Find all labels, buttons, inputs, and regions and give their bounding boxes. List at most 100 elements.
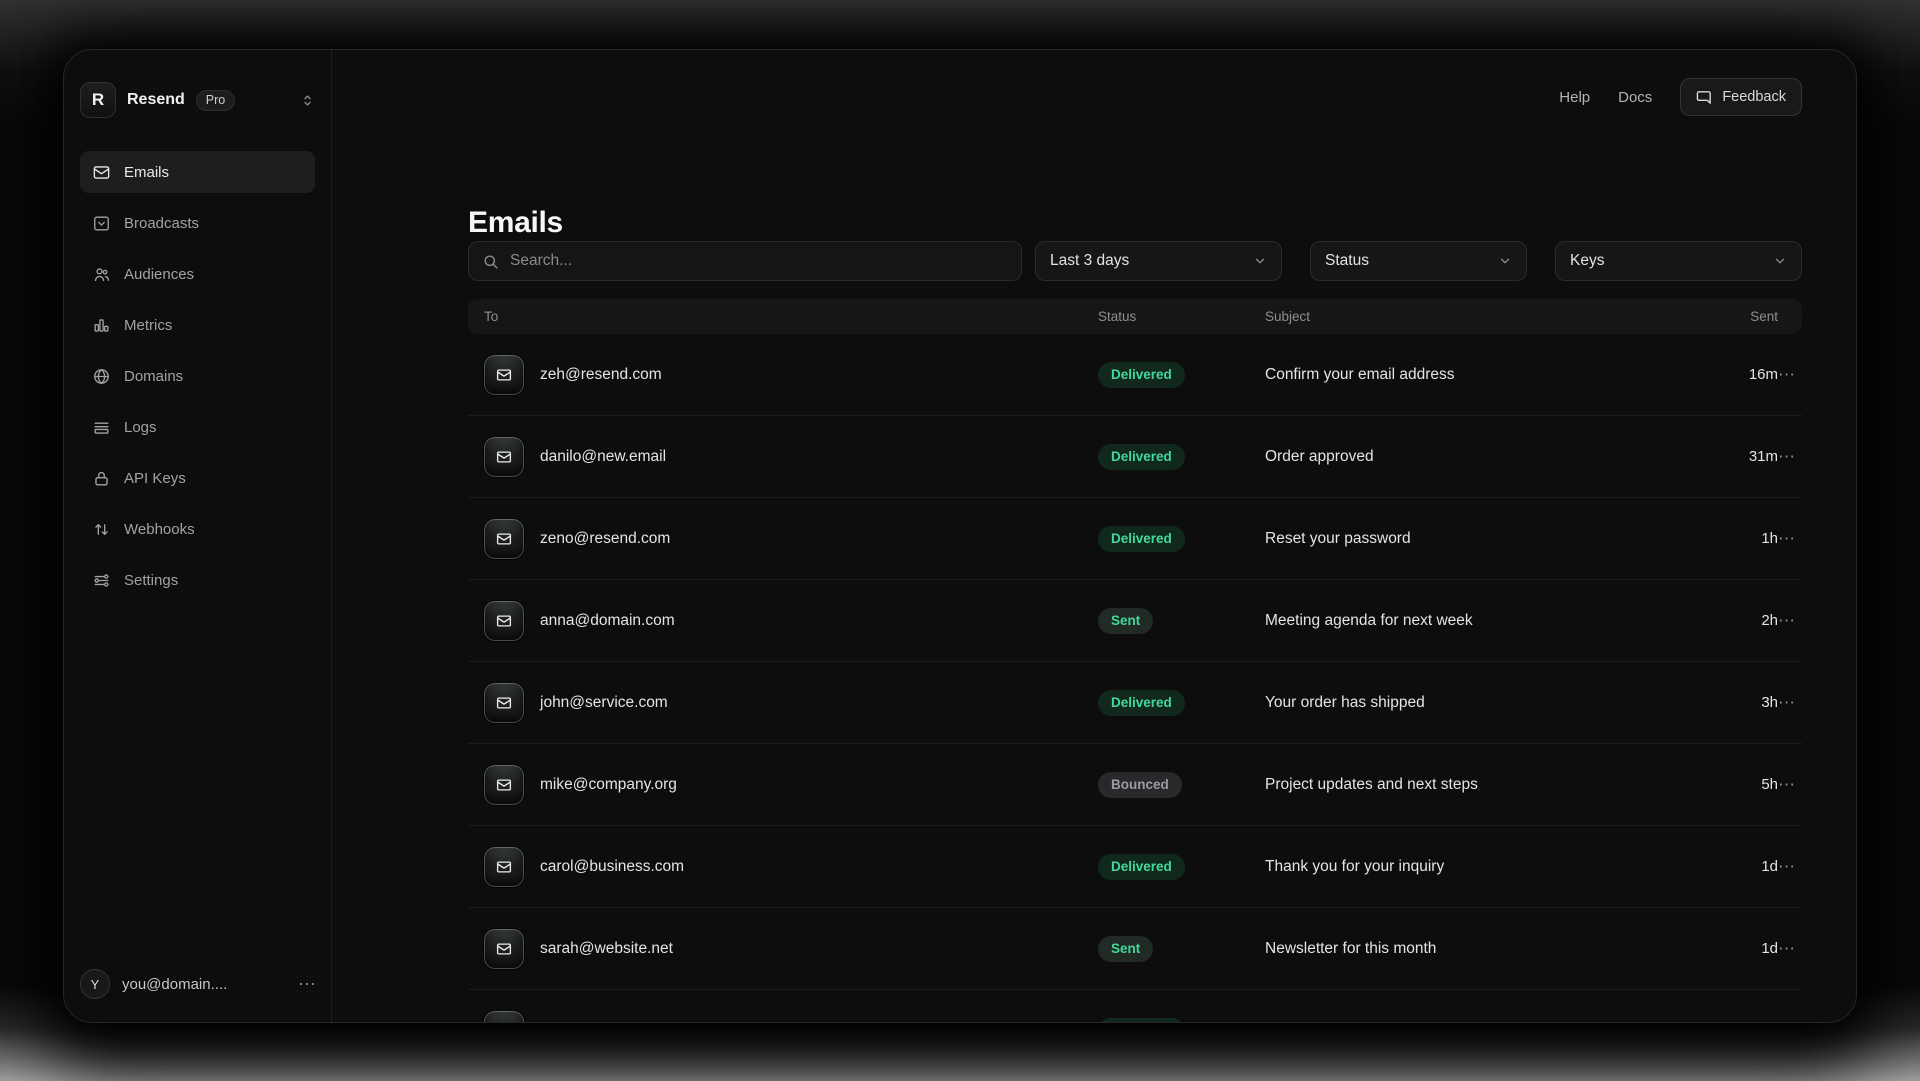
keys-filter[interactable]: Keys xyxy=(1555,241,1802,281)
search-box xyxy=(468,241,1022,281)
table-row[interactable]: zeh@resend.com Delivered Confirm your emai… xyxy=(468,334,1802,416)
chevrons-up-down-icon[interactable] xyxy=(300,93,315,108)
sidebar-item-audiences[interactable]: Audiences xyxy=(80,253,315,295)
status-filter[interactable]: Status xyxy=(1310,241,1527,281)
row-menu-ellipsis-icon[interactable]: ⋯ xyxy=(1778,610,1797,630)
row-menu-ellipsis-icon[interactable]: ⋯ xyxy=(1778,364,1797,384)
table-row[interactable]: sarah@website.net Sent Newsletter for this… xyxy=(468,908,1802,990)
date-range-filter[interactable]: Last 3 days xyxy=(1035,241,1282,281)
chevron-down-icon xyxy=(1498,254,1512,268)
status-badge: Delivered xyxy=(1098,689,1185,716)
status-badge: Delivered xyxy=(1098,853,1185,880)
table-header: To Status Subject Sent xyxy=(468,299,1802,334)
recipient-email: zeno@resend.com xyxy=(540,529,671,547)
row-menu-ellipsis-icon[interactable]: ⋯ xyxy=(1778,774,1797,794)
main-panel: Help Docs Feedback Emails Last 3 days St… xyxy=(333,50,1856,1022)
email-subject: Newsletter for this month xyxy=(1265,939,1437,957)
row-menu-ellipsis-icon[interactable]: ⋯ xyxy=(1778,528,1797,548)
envelope-icon xyxy=(484,354,524,395)
sidebar-item-logs[interactable]: Logs xyxy=(80,406,315,448)
sidebar-item-metrics[interactable]: Metrics xyxy=(80,304,315,346)
user-email: you@domain.... xyxy=(122,975,228,993)
sidebar-item-broadcasts[interactable]: Broadcasts xyxy=(80,202,315,244)
recipient-email: anna@domain.com xyxy=(540,611,675,629)
envelope-icon xyxy=(484,600,524,641)
sidebar-item-emails[interactable]: Emails xyxy=(80,151,315,193)
sent-time: 16m xyxy=(1748,366,1778,383)
envelope-icon xyxy=(484,518,524,559)
row-menu-ellipsis-icon[interactable]: ⋯ xyxy=(1778,938,1797,958)
sidebar-item-label: Audiences xyxy=(124,265,195,283)
toolbar: Last 3 days Status Keys xyxy=(468,241,1802,281)
sent-time: 1d xyxy=(1761,940,1778,957)
recipient-email: danilo@new.email xyxy=(540,447,667,465)
envelope-icon xyxy=(484,846,524,887)
sent-time: 3h xyxy=(1761,694,1778,711)
emails-table: To Status Subject Sent zeh@resend.com Del… xyxy=(468,299,1802,1022)
ellipsis-icon[interactable]: ⋯ xyxy=(298,973,317,994)
sidebar-item-label: Logs xyxy=(124,418,157,436)
table-row[interactable]: carol@business.com Delivered Thank you for… xyxy=(468,826,1802,908)
sidebar-item-api-keys[interactable]: API Keys xyxy=(80,457,315,499)
sidebar-item-label: Settings xyxy=(124,571,179,589)
status-badge: Delivered xyxy=(1098,443,1185,470)
table-row[interactable]: danilo@new.email Delivered Order approved 3… xyxy=(468,416,1802,498)
keys-filter-value: Keys xyxy=(1570,252,1605,269)
table-row[interactable]: mike@company.org Bounced Project updates a… xyxy=(468,744,1802,826)
row-menu-ellipsis-icon[interactable]: ⋯ xyxy=(1778,446,1797,466)
workspace-switcher[interactable]: R Resend Pro xyxy=(80,80,315,120)
search-icon xyxy=(482,253,499,270)
help-link[interactable]: Help xyxy=(1559,88,1591,106)
bar-chart-icon xyxy=(92,316,111,335)
sidebar-item-label: Metrics xyxy=(124,316,173,334)
row-menu-ellipsis-icon[interactable]: ⋯ xyxy=(1778,692,1797,712)
status-badge: Sent xyxy=(1098,607,1154,634)
status-badge: Sent xyxy=(1098,935,1154,962)
column-header-sent: Sent xyxy=(1750,309,1778,324)
lock-icon xyxy=(92,469,111,488)
user-account[interactable]: Y you@domain.... ⋯ xyxy=(80,968,317,1000)
sliders-icon xyxy=(92,571,111,590)
inbox-icon xyxy=(92,214,111,233)
envelope-icon xyxy=(484,682,524,723)
row-menu-ellipsis-icon[interactable]: ⋯ xyxy=(1778,856,1797,876)
rows-icon xyxy=(92,418,111,437)
sidebar-item-label: Webhooks xyxy=(124,520,195,538)
table-row[interactable]: zeno@resend.com Delivered Reset your passw… xyxy=(468,498,1802,580)
avatar: Y xyxy=(80,969,110,999)
sidebar-item-settings[interactable]: Settings xyxy=(80,559,315,601)
email-subject: Meeting agenda for next week xyxy=(1265,611,1473,629)
page-title: Emails xyxy=(468,206,563,239)
table-row[interactable]: anna@domain.com Sent Meeting agenda for ne… xyxy=(468,580,1802,662)
docs-link[interactable]: Docs xyxy=(1618,88,1653,106)
envelope-icon xyxy=(92,163,111,182)
table-row[interactable]: Delivered xyxy=(468,990,1802,1022)
sent-time: 2h xyxy=(1761,612,1778,629)
envelope-icon xyxy=(484,928,524,969)
sent-time: 1h xyxy=(1761,530,1778,547)
sidebar: R Resend Pro Emails Broadcasts Audiences Me… xyxy=(64,50,332,1022)
chat-bubble-icon xyxy=(1696,89,1713,106)
column-header-subject: Subject xyxy=(1265,309,1311,324)
recipient-email: carol@business.com xyxy=(540,857,685,875)
sent-time: 1d xyxy=(1761,858,1778,875)
column-header-to: To xyxy=(484,309,499,324)
sidebar-nav: Emails Broadcasts Audiences Metrics Domains L… xyxy=(80,151,315,601)
envelope-icon xyxy=(484,1011,524,1022)
feedback-label: Feedback xyxy=(1722,89,1786,105)
feedback-button[interactable]: Feedback xyxy=(1680,78,1802,116)
sent-time: 31m xyxy=(1748,448,1778,465)
table-row[interactable]: john@service.com Delivered Your order has … xyxy=(468,662,1802,744)
chevron-down-icon xyxy=(1253,254,1267,268)
sidebar-item-domains[interactable]: Domains xyxy=(80,355,315,397)
search-input[interactable] xyxy=(510,252,1008,270)
email-subject: Your order has shipped xyxy=(1265,693,1425,711)
sidebar-item-webhooks[interactable]: Webhooks xyxy=(80,508,315,550)
sidebar-item-label: Domains xyxy=(124,367,184,385)
arrows-up-down-icon xyxy=(92,520,111,539)
status-badge: Delivered xyxy=(1098,1018,1185,1022)
email-subject: Thank you for your inquiry xyxy=(1265,857,1445,875)
chevron-down-icon xyxy=(1773,254,1787,268)
status-filter-value: Status xyxy=(1325,252,1369,269)
topbar: Help Docs Feedback xyxy=(1559,78,1802,116)
